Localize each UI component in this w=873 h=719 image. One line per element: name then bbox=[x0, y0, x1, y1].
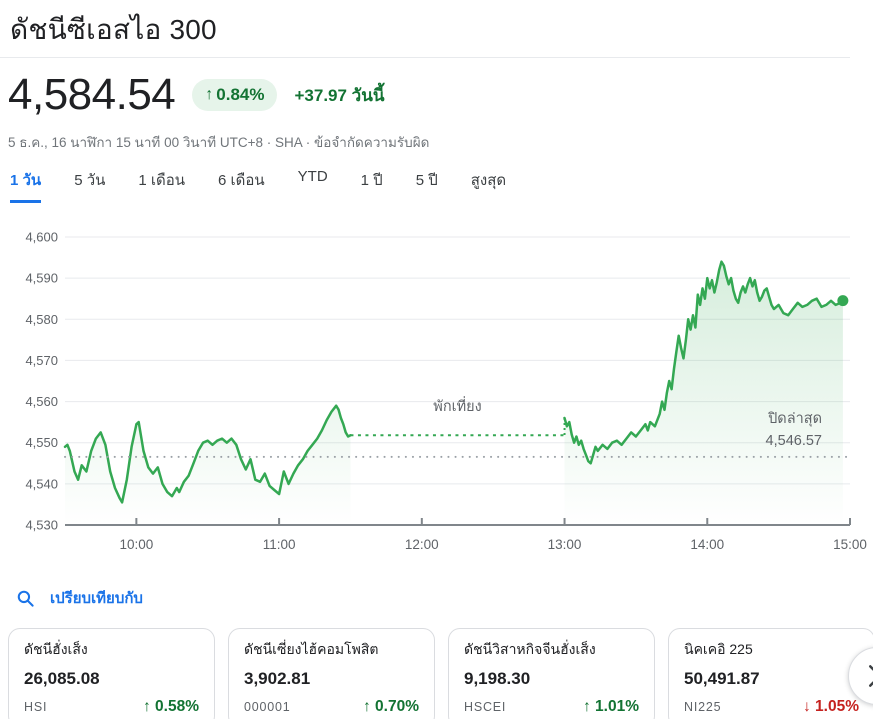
index-change: ↑ 0.58% bbox=[142, 698, 199, 715]
x-axis-label: 10:00 bbox=[119, 537, 153, 552]
y-axis-label: 4,540 bbox=[25, 476, 58, 491]
comparison-card-000001[interactable]: ดัชนีเซี่ยงไฮ้คอมโพสิต 3,902.81 000001 ↑… bbox=[228, 628, 435, 719]
x-axis-label: 11:00 bbox=[263, 537, 296, 552]
index-ticker: NI225 bbox=[684, 700, 722, 714]
quote-summary: 4,584.54 ↑ 0.84% +37.97 วันนี้ bbox=[8, 70, 384, 120]
comparison-cards: ดัชนีฮั่งเส็ง 26,085.08 HSI ↑ 0.58% ดัชน… bbox=[8, 628, 873, 719]
index-name: ดัชนีฮั่งเส็ง bbox=[24, 641, 88, 657]
index-value: 26,085.08 bbox=[24, 669, 100, 688]
x-axis-label: 15:00 bbox=[833, 537, 867, 552]
time-range-tabs: 1 วัน 5 วัน 1 เดือน 6 เดือน YTD 1 ปี 5 ปี สูงสุ… bbox=[10, 168, 506, 203]
change-percent: 0.84% bbox=[216, 85, 265, 104]
index-ticker: HSI bbox=[24, 700, 48, 714]
tab-range-4[interactable]: YTD bbox=[297, 168, 328, 185]
x-axis-label: 13:00 bbox=[548, 537, 582, 552]
header-divider bbox=[0, 57, 850, 58]
last-close-label: ปิดล่าสุด bbox=[768, 411, 822, 427]
compare-with-button[interactable]: เปรียบเทียบกับ bbox=[16, 586, 143, 610]
index-ticker: HSCEI bbox=[464, 700, 507, 714]
y-axis-label: 4,590 bbox=[25, 271, 58, 286]
comparison-card-ni225[interactable]: นิคเคอิ 225 50,491.87 NI225 ↓ 1.05% bbox=[668, 628, 873, 719]
index-name: นิคเคอิ 225 bbox=[684, 641, 753, 657]
change-percent-badge: ↑ 0.84% bbox=[192, 79, 278, 111]
afternoon-area bbox=[564, 261, 843, 525]
y-axis-label: 4,570 bbox=[25, 353, 58, 368]
y-axis-label: 4,600 bbox=[25, 230, 58, 245]
compare-with-label: เปรียบเทียบกับ bbox=[50, 590, 143, 607]
last-close-value: 4,546.57 bbox=[766, 433, 822, 449]
index-change: ↑ 1.01% bbox=[582, 698, 639, 715]
lunch-break-label: พักเที่ยง bbox=[433, 396, 481, 415]
tab-range-1[interactable]: 5 วัน bbox=[74, 172, 106, 189]
page-title: ดัชนีซีเอสไอ 300 bbox=[10, 14, 217, 45]
change-amount: +37.97 วันนี้ bbox=[294, 85, 385, 105]
index-value: 50,491.87 bbox=[684, 669, 760, 688]
tab-range-2[interactable]: 1 เดือน bbox=[138, 172, 186, 189]
index-name: ดัชนีวิสาหกิจจีนฮั่งเส็ง bbox=[464, 641, 596, 657]
morning-price-line bbox=[63, 404, 352, 504]
scroll-next-button[interactable] bbox=[848, 647, 873, 705]
y-axis-label: 4,530 bbox=[25, 518, 58, 533]
chevron-right-icon bbox=[868, 665, 873, 687]
comparison-card-hscei[interactable]: ดัชนีวิสาหกิจจีนฮั่งเส็ง 9,198.30 HSCEI … bbox=[448, 628, 655, 719]
current-price: 4,584.54 bbox=[8, 70, 176, 119]
price-chart[interactable]: 4,530 4,540 4,550 4,560 4,570 4,580 4,590 4,600… bbox=[0, 215, 873, 575]
quote-timestamp: 5 ธ.ค., 16 นาฬิกา 15 นาที 00 วินาที UTC+… bbox=[8, 135, 430, 150]
comparison-card-hsi[interactable]: ดัชนีฮั่งเส็ง 26,085.08 HSI ↑ 0.58% bbox=[8, 628, 215, 719]
tab-range-3[interactable]: 6 เดือน bbox=[218, 172, 265, 189]
index-value: 9,198.30 bbox=[464, 669, 531, 688]
y-axis-label: 4,550 bbox=[25, 435, 58, 450]
y-axis-label: 4,580 bbox=[25, 312, 58, 327]
x-axis-label: 14:00 bbox=[690, 537, 724, 552]
index-change: ↑ 0.70% bbox=[362, 698, 419, 715]
up-arrow-icon: ↑ bbox=[205, 86, 214, 103]
search-icon bbox=[17, 590, 34, 607]
x-axis-label: 12:00 bbox=[405, 537, 439, 552]
afternoon-price-line bbox=[563, 260, 845, 465]
tab-range-7[interactable]: สูงสุด bbox=[470, 172, 507, 189]
tab-range-0[interactable]: 1 วัน bbox=[10, 168, 42, 203]
tab-range-5[interactable]: 1 ปี bbox=[360, 172, 383, 189]
index-value: 3,902.81 bbox=[244, 669, 311, 688]
index-ticker: 000001 bbox=[244, 700, 291, 714]
index-change: ↓ 1.05% bbox=[802, 698, 859, 715]
current-price-dot bbox=[837, 295, 849, 307]
index-name: ดัชนีเซี่ยงไฮ้คอมโพสิต bbox=[244, 641, 379, 657]
tab-range-6[interactable]: 5 ปี bbox=[415, 172, 438, 189]
y-axis-label: 4,560 bbox=[25, 394, 58, 409]
